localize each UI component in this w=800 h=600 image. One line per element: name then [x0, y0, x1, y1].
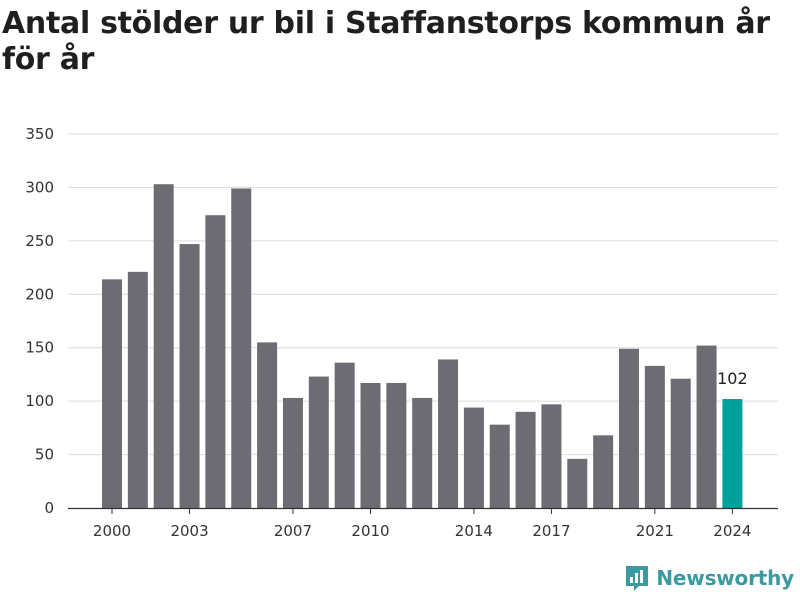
newsworthy-logo: Newsworthy [624, 564, 794, 592]
bar-2004 [205, 215, 226, 508]
bar-2001 [127, 271, 148, 508]
x-tick-label: 2024 [713, 522, 751, 540]
bar-2014 [463, 407, 484, 508]
x-tick-label: 2010 [351, 522, 389, 540]
y-tick-label: 150 [25, 339, 54, 357]
bar-2012 [412, 397, 433, 508]
x-tick-label: 2014 [455, 522, 493, 540]
bar-2016 [515, 411, 536, 508]
y-tick-label: 200 [25, 285, 54, 303]
x-tick-label: 2000 [93, 522, 131, 540]
y-tick-label: 100 [25, 392, 54, 410]
y-axis-ticks: 0 50 100 150 200 250 300 350 [25, 125, 54, 517]
x-tick-label: 2021 [636, 522, 674, 540]
x-axis: 2000 2003 2007 2010 2014 2017 2021 2024 [68, 507, 778, 540]
bar-2007 [282, 397, 303, 508]
bar-2020 [619, 348, 639, 508]
bar-2002 [153, 184, 174, 509]
y-tick-label: 50 [35, 446, 54, 464]
bars [102, 184, 743, 509]
bar-2018 [567, 458, 588, 508]
bar-2000 [102, 279, 122, 508]
bar-2013 [438, 359, 459, 508]
x-tick-label: 2007 [274, 522, 312, 540]
x-tick-label: 2003 [170, 522, 208, 540]
bar-2017 [541, 404, 562, 508]
bar-2022 [670, 378, 691, 508]
bar-2019 [593, 435, 614, 508]
bar-2006 [257, 342, 278, 508]
data-labels: 102 [717, 369, 748, 388]
bar-2015 [489, 424, 510, 508]
y-tick-label: 250 [25, 232, 54, 250]
x-tick-label: 2017 [532, 522, 570, 540]
bar-2009 [334, 362, 355, 508]
bar-2011 [386, 382, 407, 508]
brand-name: Newsworthy [656, 566, 794, 590]
y-tick-label: 300 [25, 178, 54, 196]
y-tick-label: 0 [44, 499, 54, 517]
data-label-2024: 102 [717, 369, 748, 388]
y-tick-label: 350 [25, 125, 54, 143]
newsworthy-logo-icon [626, 566, 649, 591]
bar-2021 [644, 365, 665, 508]
bar-2008 [308, 376, 329, 508]
bar-2005 [231, 188, 252, 509]
bar-2023 [696, 345, 717, 508]
chart-title: Antal stölder ur bil i Staffanstorps kom… [2, 6, 770, 77]
bar-2003 [179, 244, 200, 508]
bar-2010 [360, 382, 381, 508]
bar-2024 [722, 399, 743, 508]
